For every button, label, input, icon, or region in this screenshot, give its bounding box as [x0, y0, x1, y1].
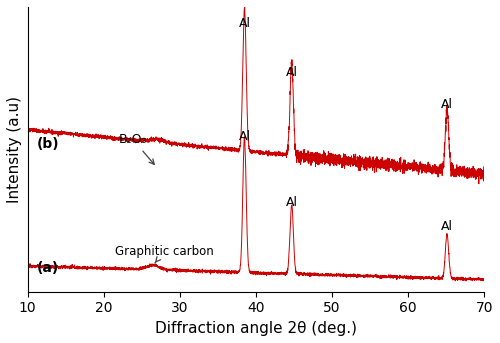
- Text: Al: Al: [441, 98, 453, 111]
- Text: (a): (a): [36, 261, 59, 275]
- Text: Al: Al: [441, 221, 453, 233]
- Text: (b): (b): [36, 138, 60, 152]
- Text: B₂O₃: B₂O₃: [119, 133, 154, 164]
- X-axis label: Diffraction angle 2θ (deg.): Diffraction angle 2θ (deg.): [155, 321, 357, 336]
- Text: Al: Al: [286, 196, 298, 209]
- Y-axis label: Intensity (a.u): Intensity (a.u): [7, 96, 22, 203]
- Text: Al: Al: [286, 66, 298, 79]
- Text: Graphitic carbon: Graphitic carbon: [115, 245, 214, 263]
- Text: Al: Al: [238, 130, 250, 143]
- Text: Al: Al: [238, 16, 250, 29]
